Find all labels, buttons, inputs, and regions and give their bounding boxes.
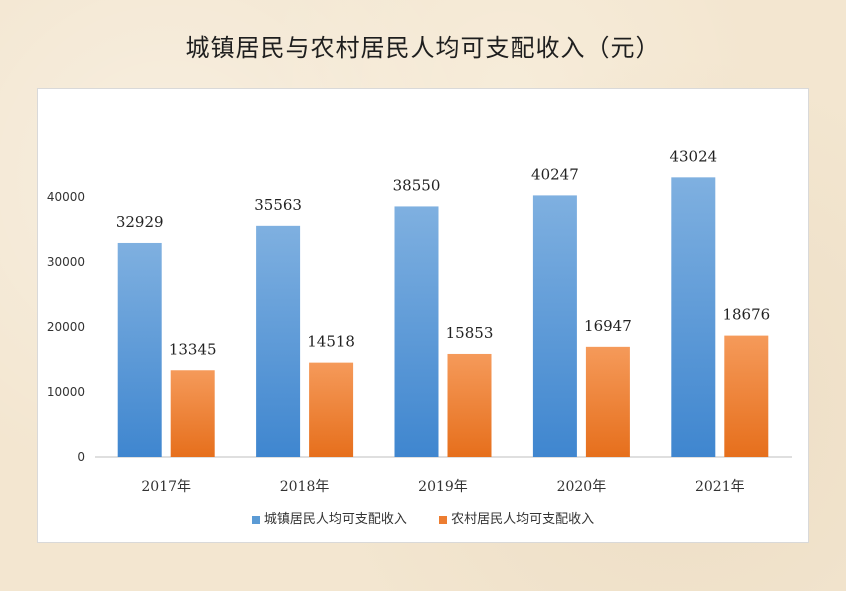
bar-rural bbox=[170, 370, 215, 457]
bar-urban bbox=[532, 195, 577, 457]
data-label-rural: 13345 bbox=[169, 340, 217, 358]
bar-rural bbox=[447, 353, 492, 457]
data-label-urban: 40247 bbox=[531, 165, 579, 183]
data-label-rural: 18676 bbox=[722, 306, 770, 324]
data-label-rural: 16947 bbox=[584, 317, 632, 335]
legend: 城镇居民人均可支配收入 农村居民人均可支配收入 bbox=[0, 508, 846, 527]
y-tick-label: 40000 bbox=[47, 190, 85, 204]
data-label-rural: 15853 bbox=[446, 324, 494, 342]
data-label-urban: 43024 bbox=[669, 147, 717, 165]
y-tick-label: 10000 bbox=[47, 385, 85, 399]
data-label-urban: 38550 bbox=[393, 176, 441, 194]
y-tick-label: 30000 bbox=[47, 255, 85, 269]
bar-rural bbox=[724, 335, 769, 457]
x-tick-label: 2019年 bbox=[418, 479, 468, 495]
legend-swatch-urban bbox=[251, 515, 260, 524]
bar-rural bbox=[585, 346, 630, 457]
chart-title: 城镇居民与农村居民人均可支配收入（元） bbox=[185, 34, 661, 62]
bar-urban bbox=[256, 225, 301, 457]
x-tick-label: 2017年 bbox=[141, 479, 191, 495]
x-tick-label: 2018年 bbox=[280, 479, 330, 495]
bar-rural bbox=[309, 362, 354, 457]
bar-urban bbox=[394, 206, 439, 457]
legend-item-urban: 城镇居民人均可支配收入 bbox=[251, 508, 407, 527]
legend-item-rural: 农村居民人均可支配收入 bbox=[439, 508, 594, 527]
y-tick-label: 0 bbox=[77, 450, 85, 464]
x-tick-label: 2021年 bbox=[695, 479, 745, 495]
data-label-urban: 35563 bbox=[254, 196, 302, 214]
bar-urban bbox=[671, 177, 716, 457]
data-label-rural: 14518 bbox=[307, 333, 355, 351]
legend-label-urban: 城镇居民人均可支配收入 bbox=[263, 512, 407, 527]
legend-label-rural: 农村居民人均可支配收入 bbox=[451, 512, 595, 527]
y-tick-label: 20000 bbox=[47, 320, 85, 334]
legend-swatch-rural bbox=[439, 515, 448, 524]
bar-urban bbox=[117, 242, 162, 457]
data-label-urban: 32929 bbox=[116, 213, 164, 231]
x-tick-label: 2020年 bbox=[557, 479, 607, 495]
